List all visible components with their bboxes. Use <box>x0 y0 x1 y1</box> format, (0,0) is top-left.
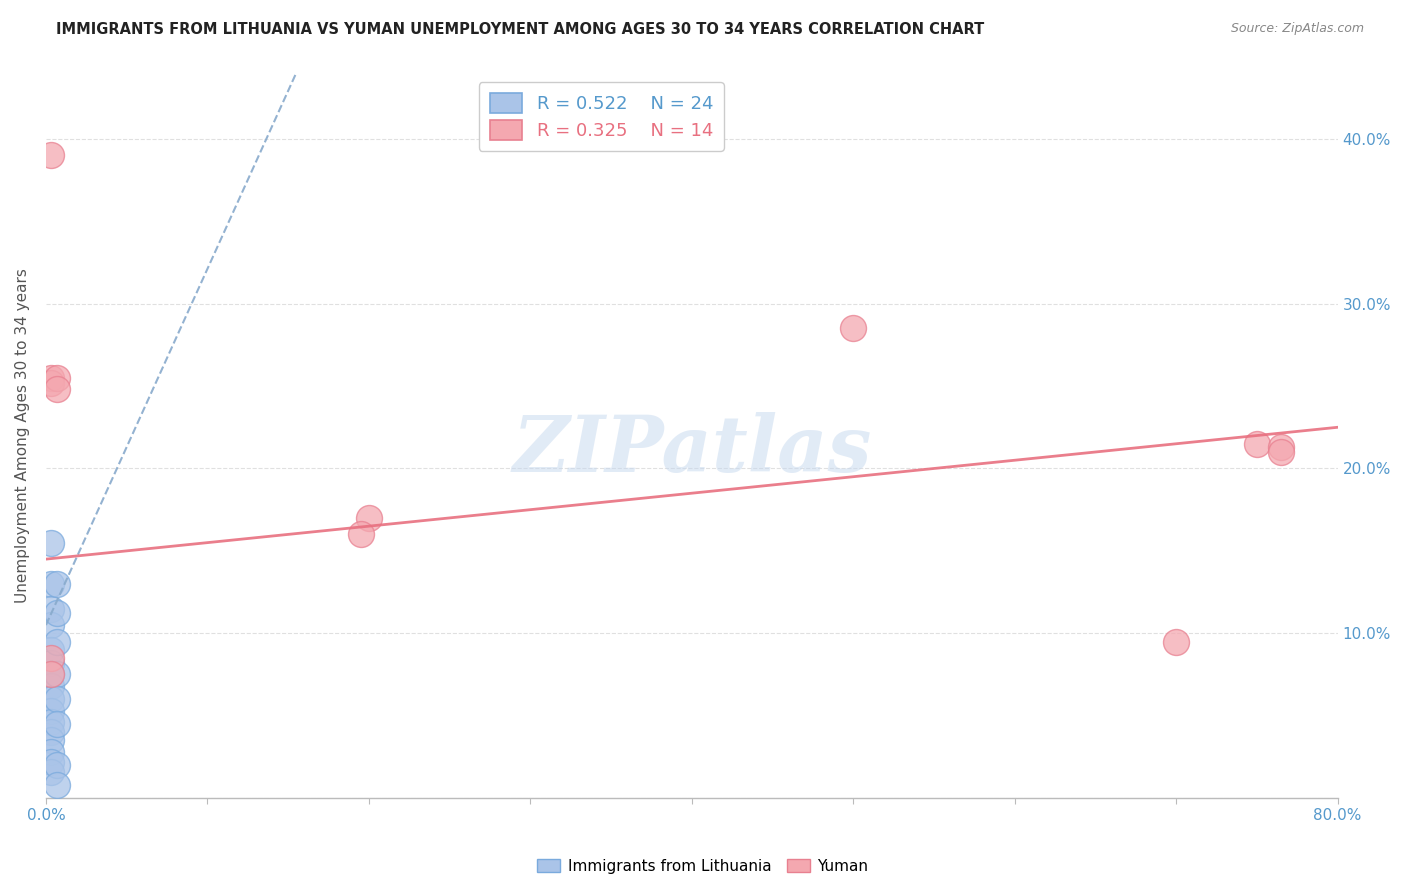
Point <box>1166 634 1188 648</box>
Point <box>46 607 69 621</box>
Point <box>39 715 62 730</box>
Point <box>39 651 62 665</box>
Point <box>39 535 62 549</box>
Text: Source: ZipAtlas.com: Source: ZipAtlas.com <box>1230 22 1364 36</box>
Point <box>39 679 62 693</box>
Point <box>39 692 62 706</box>
Point <box>46 758 69 772</box>
Point <box>39 667 62 681</box>
Point <box>46 634 69 648</box>
Point <box>39 704 62 718</box>
Point <box>46 692 69 706</box>
Point <box>46 778 69 792</box>
Point <box>39 601 62 615</box>
Point <box>39 371 62 385</box>
Point <box>39 755 62 769</box>
Point <box>39 642 62 657</box>
Point <box>39 577 62 591</box>
Point <box>357 511 380 525</box>
Point <box>46 383 69 397</box>
Point <box>39 376 62 390</box>
Text: ZIPatlas: ZIPatlas <box>512 412 872 488</box>
Point <box>46 577 69 591</box>
Point <box>46 667 69 681</box>
Text: IMMIGRANTS FROM LITHUANIA VS YUMAN UNEMPLOYMENT AMONG AGES 30 TO 34 YEARS CORREL: IMMIGRANTS FROM LITHUANIA VS YUMAN UNEMP… <box>56 22 984 37</box>
Point <box>1270 445 1292 459</box>
Point <box>39 733 62 747</box>
Point <box>39 725 62 739</box>
Point <box>1246 436 1268 450</box>
Y-axis label: Unemployment Among Ages 30 to 34 years: Unemployment Among Ages 30 to 34 years <box>15 268 30 603</box>
Point <box>350 527 373 541</box>
Point <box>46 371 69 385</box>
Point <box>39 656 62 670</box>
Legend: R = 0.522    N = 24, R = 0.325    N = 14: R = 0.522 N = 24, R = 0.325 N = 14 <box>479 82 724 151</box>
Point <box>46 717 69 731</box>
Point <box>39 618 62 632</box>
Point <box>39 148 62 162</box>
Point <box>842 321 865 335</box>
Point <box>39 745 62 759</box>
Point <box>39 764 62 779</box>
Legend: Immigrants from Lithuania, Yuman: Immigrants from Lithuania, Yuman <box>531 853 875 880</box>
Point <box>1270 440 1292 454</box>
Point <box>39 667 62 681</box>
